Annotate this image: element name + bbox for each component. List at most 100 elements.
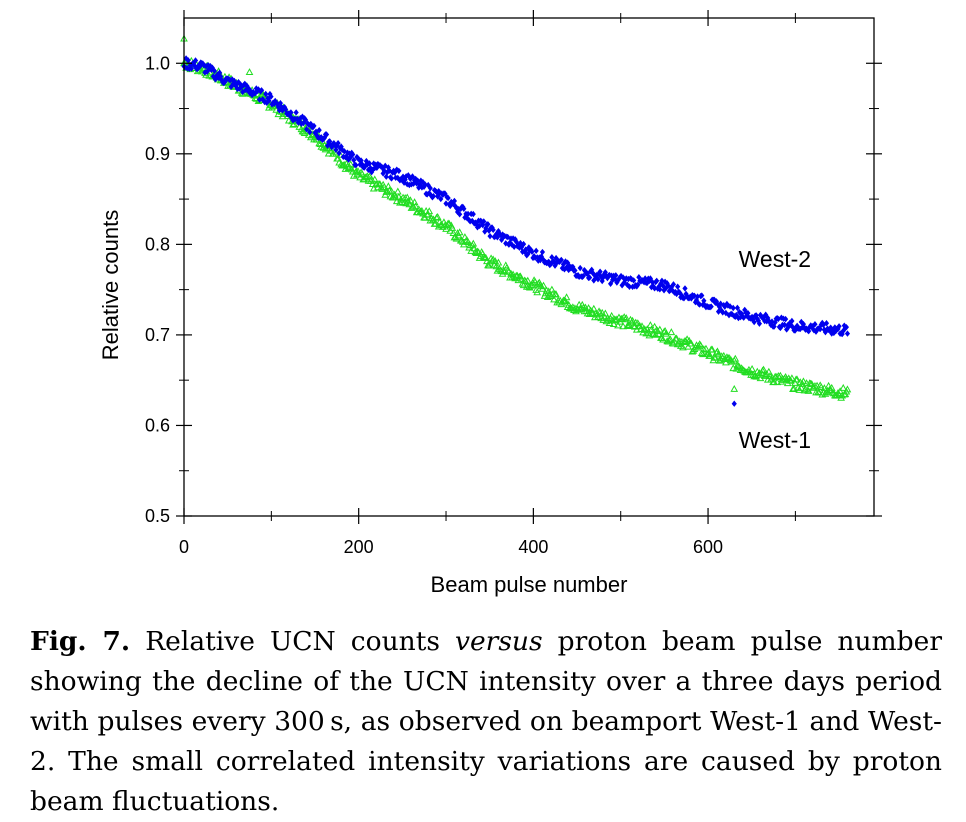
x-axis-label: Beam pulse number [431,572,628,597]
west-2-point [751,318,757,326]
west-2-point [486,227,492,234]
west-2-point [482,228,488,235]
west-2-point [658,280,664,287]
west-1-point [448,223,457,231]
west-1-point [523,276,532,284]
west-2-point [438,195,444,203]
west-2-point [451,197,458,205]
west-2-point [657,286,663,293]
west-2-point [713,298,720,305]
west-1-point [619,322,628,330]
west-1-point [790,384,798,392]
west-2-point [711,296,717,304]
west-1-point [789,385,797,393]
west-2-point [298,120,304,127]
west-1-point [785,376,794,384]
west-2-point [417,181,423,188]
west-2-point [335,139,341,147]
west-1-point [580,307,589,315]
west-1-point [539,281,548,289]
west-2-point [517,239,524,247]
west-2-point [644,279,650,286]
series-annotation: West-1 [739,427,811,453]
west-2-point [217,69,223,76]
west-2-point [511,243,517,250]
west-2-point [839,330,845,338]
west-2-point [264,99,270,106]
west-2-point [725,302,731,309]
west-2-point [256,96,263,103]
west-2-point [427,184,433,192]
west-1-point [383,187,392,195]
west-2-point [817,325,823,333]
west-2-point [278,103,285,111]
west-2-point [404,180,410,188]
west-1-point [614,321,622,329]
west-1-point [323,144,332,152]
west-1-point [251,94,260,101]
west-2-point [253,85,259,92]
west-1-point [473,247,482,255]
west-2-point [268,93,274,100]
west-2-point [642,275,648,282]
west-2-point [394,166,400,173]
west-1-point [382,187,391,195]
west-2-point [631,277,637,284]
west-1-point [760,371,769,379]
west-1-point [601,309,610,317]
west-2-point [430,192,437,200]
west-2-point [416,184,422,191]
west-2-point [465,210,471,218]
west-2-point [289,115,295,122]
west-2-point [507,239,513,246]
west-2-point [414,180,420,187]
west-1-point [631,318,640,326]
west-2-point [385,164,391,171]
west-2-point [358,157,364,164]
west-1-point [245,68,254,76]
west-2-point [483,224,489,232]
west-2-point [321,134,328,142]
west-1-point [681,336,689,344]
west-1-point [550,295,558,303]
west-1-point [432,213,441,221]
west-1-point [799,377,808,385]
west-1-point [679,343,687,351]
west-2-point [403,173,409,180]
west-2-point [327,138,333,145]
west-2-point [476,222,483,230]
west-2-point [734,304,740,312]
west-2-point [668,283,674,291]
west-1-point [628,316,637,324]
west-2-point [457,211,463,218]
west-2-point [392,169,398,176]
west-1-point [642,329,651,337]
y-tick-label: 1.0 [145,53,170,73]
west-2-point [784,326,790,333]
west-1-point [300,129,309,137]
west-2-point [656,283,662,290]
west-2-point [566,266,572,274]
west-2-point [255,86,262,93]
west-2-point [771,323,777,330]
west-1-point [289,120,297,128]
west-1-point [632,325,641,333]
west-2-point [388,175,395,182]
west-1-point [630,322,639,330]
caption-text-2: proton beam pulse number showing the dec… [30,626,942,817]
west-1-point [476,251,485,259]
west-1-point [406,196,415,204]
west-2-point [669,287,676,294]
caption-text-1: Relative UCN counts [130,626,456,657]
west-2-point [461,205,467,212]
west-2-point [836,323,842,330]
west-2-point [607,280,614,287]
west-1-point [696,341,705,349]
chart: 0 200 400 600 0.5 0.6 0.7 0.8 0.9 1.0 Beam pulse … [98,10,882,597]
west-2-point [405,172,411,179]
west-2-point [380,170,386,177]
west-2-point [287,112,293,119]
west-1-point [788,374,796,382]
west-1-point [514,276,523,284]
west-2-point [382,162,388,170]
